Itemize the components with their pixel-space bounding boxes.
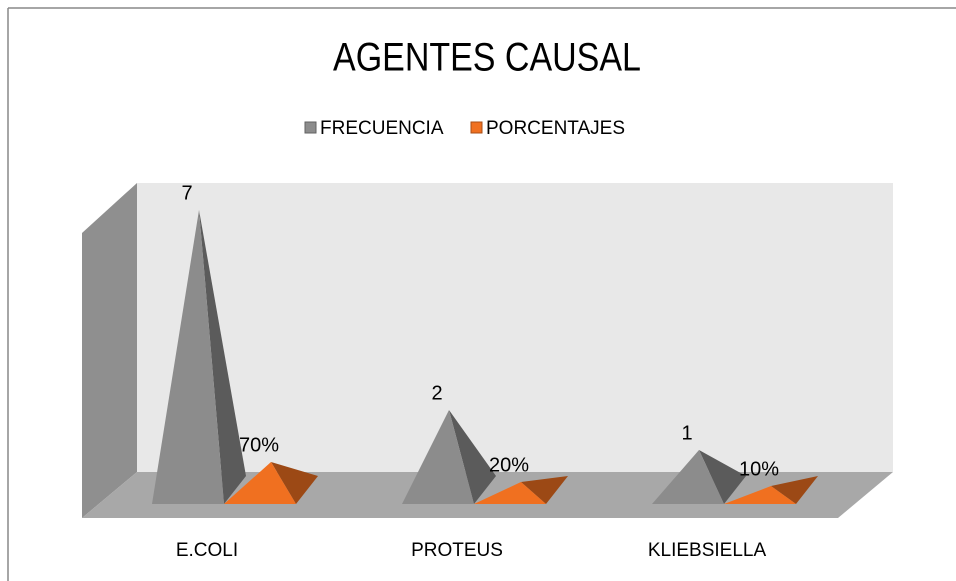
pyramid	[152, 210, 246, 504]
pyramid	[224, 462, 318, 504]
back-wall	[137, 183, 893, 472]
pyramid-face	[771, 476, 818, 504]
data-label: 70%	[239, 434, 279, 456]
pyramid-face	[652, 450, 724, 504]
chart-title: AGENTES CAUSAL	[333, 34, 641, 79]
pyramid-face	[474, 482, 546, 504]
x-tick-label: KLIEBSIELLA	[648, 540, 767, 561]
pyramid-face	[521, 476, 568, 504]
legend-label: FRECUENCIA	[320, 118, 444, 139]
pyramid-face	[724, 486, 796, 504]
x-tick-label: E.COLI	[176, 540, 238, 561]
data-label: 20%	[489, 454, 529, 476]
pyramid	[402, 410, 496, 504]
pyramid	[652, 450, 746, 504]
pyramid	[724, 476, 818, 504]
data-label: 7	[181, 182, 192, 204]
pyramid-face	[449, 410, 496, 504]
legend-swatch	[470, 121, 483, 134]
pyramid-face	[271, 462, 318, 504]
data-label: 2	[431, 382, 442, 404]
x-tick-label: PROTEUS	[411, 540, 503, 561]
pyramid-face	[152, 210, 224, 504]
pyramid-face	[699, 450, 746, 504]
data-label: 10%	[739, 458, 779, 480]
legend-swatch	[304, 121, 317, 134]
data-label: 1	[681, 422, 692, 444]
side-wall	[82, 183, 137, 518]
pyramid-face	[402, 410, 474, 504]
pyramid	[474, 476, 568, 504]
pyramid-face	[224, 462, 296, 504]
pyramid-face	[199, 210, 246, 504]
legend-label: PORCENTAJES	[486, 118, 625, 139]
